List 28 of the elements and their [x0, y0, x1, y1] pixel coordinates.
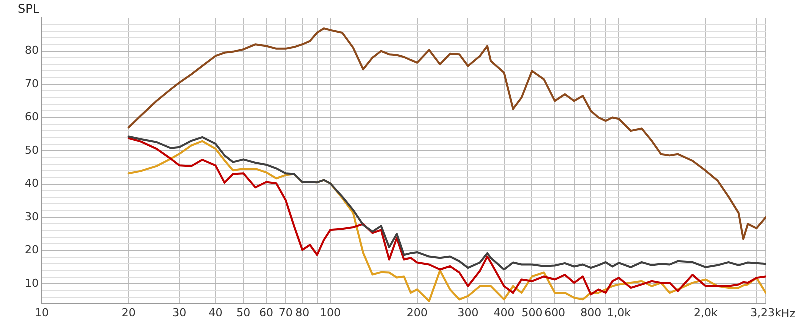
x-tick-label: 70: [278, 306, 293, 320]
y-axis-title: SPL: [18, 2, 40, 16]
x-tick-label: 600: [544, 306, 566, 320]
y-tick-label: 50: [25, 144, 39, 157]
x-tick-label: 50: [236, 306, 251, 320]
x-tick-label: 2,0k: [694, 306, 718, 320]
y-tick-label: 30: [25, 210, 39, 224]
x-tick-label: 200: [406, 306, 428, 320]
x-tick-label: 800: [580, 306, 602, 320]
x-tick-label: 3,23k: [750, 306, 782, 320]
x-tick-label: 20: [122, 306, 136, 320]
x-tick-label: 40: [208, 306, 223, 320]
y-tick-label: 70: [25, 77, 39, 90]
x-tick-label: 10: [35, 306, 49, 320]
x-tick-label: 30: [172, 306, 187, 320]
x-axis-title: Hz: [781, 307, 796, 320]
y-tick-label: 10: [25, 276, 39, 290]
x-tick-label: 100: [320, 306, 342, 320]
x-tick-label: 1,0k: [607, 306, 632, 320]
x-tick-label: 80: [296, 306, 310, 320]
y-tick-label: 60: [25, 110, 39, 124]
x-tick-label: 300: [458, 306, 479, 320]
y-tick-label: 20: [25, 244, 39, 257]
y-tick-label: 80: [25, 44, 39, 58]
y-tick-label: 40: [25, 177, 39, 190]
x-tick-label: 60: [260, 306, 274, 320]
x-tick-label: 500: [522, 306, 543, 320]
x-tick-label: 400: [494, 306, 515, 320]
